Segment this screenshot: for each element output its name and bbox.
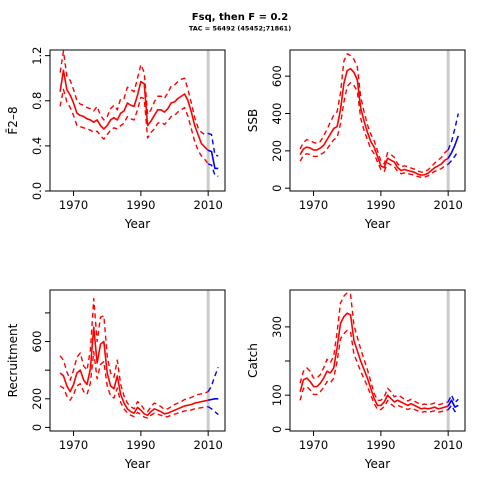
ssb-projection-estimate: [447, 135, 460, 159]
panel-fbar: 1970 1990 2010 0.0 0.4 0.8 1.2 Year F̄2–8: [6, 46, 226, 231]
fbar-y-tick-label: 0.4: [30, 137, 44, 155]
ssb-plot-frame: [289, 49, 466, 192]
ssb-y-tick-label: 600: [270, 65, 284, 87]
catch-y-axis-label: Catch: [246, 343, 260, 378]
catch-x-tick-label: 1970: [299, 438, 328, 452]
recruitment-projection-estimate: [208, 397, 219, 402]
ssb-x-tick-label: 2010: [434, 198, 463, 212]
ssb-projection-lower-ci: [447, 150, 459, 165]
fbar-x-tick-label: 1990: [126, 198, 155, 212]
fbar-historic-upper-ci: [59, 50, 209, 136]
catch-plot-frame: [289, 289, 466, 432]
ssb-y-axis-label: SSB: [246, 109, 260, 132]
catch-x-tick-label: 1990: [366, 438, 395, 452]
panel-recruitment: 1970 1990 2010 0 200 600 Year Recruitment: [6, 289, 226, 471]
catch-historic-lower-ci: [299, 329, 449, 413]
recruitment-x-tick-label: 2010: [194, 438, 223, 452]
ssb-x-tick-label: 1970: [299, 198, 328, 212]
catch-x-tick-label: 2010: [434, 438, 463, 452]
recruitment-y-tick-label: 0: [30, 424, 44, 431]
recruitment-x-axis-label: Year: [124, 457, 150, 471]
ssb-x-axis-label: Year: [364, 217, 390, 231]
fbar-x-tick-label: 2010: [194, 198, 223, 212]
fbar-projection-lower-ci: [207, 163, 219, 178]
fbar-historic-estimate: [59, 69, 209, 151]
fbar-y-tick-label: 0.8: [30, 92, 44, 110]
recruitment-historic-estimate: [59, 326, 209, 417]
fbar-y-tick-label: 1.2: [30, 46, 44, 64]
fbar-plot-frame: [49, 49, 226, 192]
catch-projection-lower-ci: [447, 404, 459, 413]
recruitment-y-axis-label: Recruitment: [6, 323, 20, 397]
panel-ssb: 1970 1990 2010 0 200 400 600 Year SSB: [246, 49, 466, 231]
figure-title: Fsq, then F = 0.2: [192, 12, 288, 23]
fbar-historic-lower-ci: [59, 88, 209, 165]
recruitment-y-tick-label: 200: [30, 388, 44, 410]
recruitment-historic-upper-ci: [59, 297, 209, 413]
catch-x-axis-label: Year: [364, 457, 390, 471]
ssb-y-tick-label: 200: [270, 140, 284, 162]
ssb-y-tick-label: 0: [270, 185, 284, 192]
recruitment-y-tick-label: 600: [30, 331, 44, 353]
fbar-projection-estimate: [207, 149, 219, 170]
fbar-x-axis-label: Year: [124, 217, 150, 231]
catch-historic-upper-ci: [299, 292, 449, 406]
ssb-historic-upper-ci: [299, 53, 449, 173]
fbar-projection-upper-ci: [207, 132, 219, 157]
recruitment-historic-lower-ci: [59, 350, 209, 419]
panel-catch: 1970 1990 2010 0 100 300 Year Catch: [246, 289, 466, 471]
ssb-projection-upper-ci: [447, 113, 459, 151]
recruitment-x-tick-label: 1990: [126, 438, 155, 452]
catch-y-tick-label: 0: [270, 426, 284, 433]
recruitment-x-tick-label: 1970: [59, 438, 88, 452]
fbar-y-axis-label: F̄2–8: [6, 106, 20, 134]
catch-projection-estimate: [447, 399, 459, 408]
catch-y-tick-label: 300: [270, 316, 284, 338]
fbar-y-tick-label: 0.0: [30, 182, 44, 200]
recruitment-projection-lower-ci: [207, 406, 219, 416]
figure-subtitle: TAC = 56492 (45452;71861): [189, 25, 291, 33]
recruitment-projection-upper-ci: [207, 367, 219, 392]
catch-historic-estimate: [299, 312, 449, 410]
ssb-historic-lower-ci: [299, 81, 449, 179]
recruitment-plot-frame: [49, 289, 226, 432]
ssb-x-tick-label: 1990: [366, 198, 395, 212]
catch-y-tick-label: 100: [270, 384, 284, 406]
ssb-y-tick-label: 400: [270, 103, 284, 125]
ssb-historic-estimate: [299, 67, 449, 176]
fbar-x-tick-label: 1970: [59, 198, 88, 212]
catch-projection-upper-ci: [447, 394, 459, 404]
